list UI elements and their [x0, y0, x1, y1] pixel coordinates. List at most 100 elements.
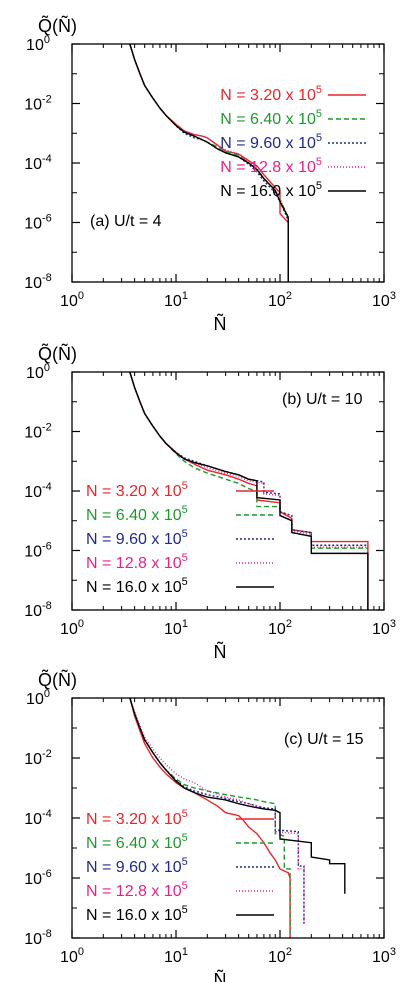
x-tick-label-exp: 3	[390, 290, 396, 302]
y-tick-label: 10-6	[24, 213, 52, 233]
legend-exp: 5	[316, 180, 322, 192]
y-tick-label-base: 10	[24, 156, 42, 173]
legend-entry-1: N = 6.40 x 105	[220, 108, 322, 128]
x-tick-label: 100	[60, 290, 84, 310]
y-tick-label-exp: -6	[42, 541, 52, 553]
y-axis-label: Q̃(Ñ)	[38, 343, 77, 364]
y-tick-label-exp: -4	[42, 153, 52, 165]
legend-entry-1: N = 6.40 x 105	[86, 504, 188, 524]
y-tick-label-exp: -4	[42, 481, 52, 493]
y-tick-label: 10-8	[24, 272, 52, 292]
y-tick-label-exp: -6	[42, 213, 52, 225]
x-tick-label: 100	[60, 946, 84, 966]
x-tick-label: 101	[164, 290, 188, 310]
y-tick-label-base: 10	[24, 931, 42, 948]
y-tick-label: 10-8	[24, 600, 52, 620]
legend-label: N = 9.60 x 10	[220, 135, 316, 152]
y-tick-label-base: 10	[24, 751, 42, 768]
legend-exp: 5	[182, 904, 188, 916]
x-tick-label: 101	[164, 618, 188, 638]
y-tick-label-exp: -2	[42, 94, 52, 106]
legend-exp: 5	[182, 576, 188, 588]
y-tick-label: 10-4	[24, 808, 52, 828]
legend-entry-3: N = 12.8 x 105	[220, 156, 322, 176]
y-tick-label-exp: -2	[42, 422, 52, 434]
x-tick-label-base: 10	[372, 621, 390, 638]
x-tick-label: 101	[164, 946, 188, 966]
legend-label: N = 16.0 x 10	[86, 579, 182, 596]
x-tick-label-exp: 3	[390, 618, 396, 630]
x-tick-label: 102	[268, 946, 292, 966]
x-tick-label: 102	[268, 290, 292, 310]
x-tick-label-exp: 3	[390, 946, 396, 958]
legend-label: N = 3.20 x 10	[86, 483, 182, 500]
y-axis-label: Q̃(Ñ)	[38, 15, 77, 36]
legend-exp: 5	[316, 156, 322, 168]
y-tick-label-base: 10	[24, 871, 42, 888]
x-tick-label-exp: 2	[286, 618, 292, 630]
series-line-3	[129, 698, 305, 924]
y-tick-label-exp: 0	[44, 362, 50, 374]
x-tick-label-exp: 0	[78, 618, 84, 630]
panel-label: (b) U/t = 10	[282, 391, 363, 408]
series-line-4	[129, 372, 369, 610]
legend-exp: 5	[182, 552, 188, 564]
x-axis-label: Ñ	[214, 313, 227, 334]
legend-entry-1: N = 6.40 x 105	[86, 832, 188, 852]
legend-label: N = 3.20 x 10	[220, 87, 316, 104]
x-tick-label-base: 10	[268, 621, 286, 638]
legend-exp: 5	[182, 856, 188, 868]
legend-label: N = 12.8 x 10	[220, 159, 316, 176]
x-tick-label: 103	[372, 618, 396, 638]
y-tick-label-exp: -4	[42, 808, 52, 820]
legend-label: N = 6.40 x 10	[220, 111, 316, 128]
chart-panel-1: 100 101 102 10310010-210-410-610-8Q̃(Ñ)Ñ(b)…	[24, 343, 396, 662]
y-axis-label: Q̃(Ñ)	[38, 669, 77, 690]
x-tick-label-base: 10	[60, 293, 78, 310]
legend-entry-0: N = 3.20 x 105	[86, 808, 188, 828]
y-tick-label-base: 10	[26, 691, 44, 708]
y-tick-label-base: 10	[26, 365, 44, 382]
legend-exp: 5	[182, 480, 188, 492]
x-tick-label-exp: 0	[78, 290, 84, 302]
y-tick-label-base: 10	[24, 216, 42, 233]
x-tick-label-exp: 1	[182, 290, 188, 302]
legend-exp: 5	[316, 84, 322, 96]
y-tick-label-base: 10	[24, 425, 42, 442]
y-tick-label-exp: -8	[42, 600, 52, 612]
y-tick-label-base: 10	[24, 811, 42, 828]
y-tick-label: 100	[26, 688, 50, 708]
legend-label: N = 6.40 x 10	[86, 507, 182, 524]
legend-exp: 5	[316, 108, 322, 120]
legend-entry-3: N = 12.8 x 105	[86, 880, 188, 900]
x-tick-label-base: 10	[268, 949, 286, 966]
legend-entry-2: N = 9.60 x 105	[220, 132, 322, 152]
y-tick-label-base: 10	[24, 484, 42, 501]
chart-panel-0: 100 101 102 10310010-210-410-610-8Q̃(Ñ)Ñ(a)…	[24, 15, 396, 334]
y-tick-label: 10-2	[24, 748, 52, 768]
panel-label: (a) U/t = 4	[90, 213, 162, 230]
panel-label: (c) U/t = 15	[284, 731, 364, 748]
x-tick-label: 103	[372, 946, 396, 966]
x-tick-label-base: 10	[60, 949, 78, 966]
x-tick-label-exp: 2	[286, 946, 292, 958]
x-tick-label: 103	[372, 290, 396, 310]
x-tick-label-base: 10	[372, 293, 390, 310]
series-line-4	[129, 44, 289, 282]
y-tick-label-base: 10	[24, 603, 42, 620]
series-line-4	[129, 698, 346, 894]
x-tick-label-exp: 0	[78, 946, 84, 958]
legend-label: N = 9.60 x 10	[86, 531, 182, 548]
legend-entry-2: N = 9.60 x 105	[86, 528, 188, 548]
x-tick-label-exp: 1	[182, 946, 188, 958]
x-tick-label-base: 10	[164, 621, 182, 638]
y-tick-label: 100	[26, 34, 50, 54]
legend-entry-0: N = 3.20 x 105	[86, 480, 188, 500]
x-tick-label-base: 10	[372, 949, 390, 966]
x-tick-label-base: 10	[164, 293, 182, 310]
x-tick-label: 100	[60, 618, 84, 638]
legend-label: N = 16.0 x 10	[220, 183, 316, 200]
y-tick-label: 10-4	[24, 153, 52, 173]
